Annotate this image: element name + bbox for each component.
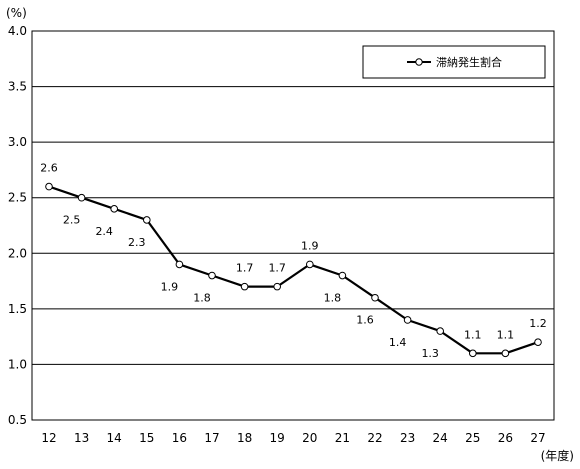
- data-label: 1.2: [529, 317, 547, 330]
- data-point: [110, 205, 118, 213]
- data-point: [436, 327, 445, 335]
- legend-marker: [415, 58, 423, 66]
- data-point: [175, 260, 184, 269]
- data-label: 1.1: [464, 328, 482, 341]
- y-tick-label: 0.5: [8, 413, 27, 427]
- y-tick-label: 1.0: [8, 357, 27, 371]
- y-tick-label: 3.5: [8, 80, 27, 94]
- data-point: [143, 216, 151, 224]
- plot-area: [31, 30, 555, 421]
- data-point: [208, 271, 216, 280]
- x-tick-label: 13: [74, 431, 89, 445]
- data-label: 1.8: [193, 292, 211, 305]
- data-point: [469, 349, 477, 358]
- data-label: 1.9: [161, 280, 179, 293]
- x-tick-label: 19: [270, 431, 285, 445]
- data-point: [371, 293, 379, 302]
- gridlines: [32, 86, 554, 365]
- x-tick-label: 27: [530, 431, 545, 445]
- legend: 滞納発生割合: [362, 45, 546, 79]
- x-tick-label: 23: [400, 431, 415, 445]
- data-label: 1.7: [236, 262, 254, 275]
- x-axis-title: (年度): [541, 448, 574, 463]
- data-label: 1.7: [268, 262, 286, 275]
- data-label: 2.4: [95, 225, 113, 238]
- legend-label: 滞納発生割合: [436, 55, 502, 69]
- y-tick-label: 2.5: [8, 191, 27, 205]
- y-tick-label: 4.0: [8, 24, 27, 38]
- data-label: 2.5: [63, 214, 81, 227]
- data-label: 2.3: [128, 236, 146, 249]
- data-label: 1.6: [356, 314, 374, 327]
- data-point: [77, 193, 86, 202]
- y-tick-label: 2.0: [8, 246, 27, 260]
- x-tick-label: 20: [302, 431, 317, 445]
- x-tick-label: 22: [367, 431, 382, 445]
- data-label: 2.6: [40, 162, 58, 175]
- data-point: [45, 182, 53, 191]
- x-tick-label: 18: [237, 431, 252, 445]
- x-axis-ticks: 12 13 14 15 16 17 18 19 20 21 22 23 24 25 26 27: [41, 431, 545, 445]
- x-tick-label: 15: [139, 431, 154, 445]
- x-tick-label: 14: [107, 431, 122, 445]
- y-tick-label: 1.5: [8, 302, 27, 316]
- data-label: 1.9: [301, 239, 319, 252]
- x-tick-label: 25: [465, 431, 480, 445]
- data-point: [534, 338, 542, 347]
- x-tick-label: 21: [335, 431, 350, 445]
- data-label: 1.1: [497, 328, 515, 341]
- data-point: [306, 260, 314, 269]
- y-unit-label: (%): [6, 6, 27, 20]
- data-point: [240, 282, 249, 291]
- legend-box: [362, 45, 546, 79]
- y-axis-ticks: 0.5 1.0 1.5 2.0 2.5 3.0 3.5 4.0: [8, 24, 27, 427]
- x-tick-label: 17: [204, 431, 219, 445]
- x-tick-label: 26: [498, 431, 513, 445]
- data-label: 1.4: [389, 336, 407, 349]
- data-label: 1.3: [421, 347, 439, 360]
- data-point: [338, 271, 347, 280]
- y-tick-label: 3.0: [8, 135, 27, 149]
- x-tick-label: 24: [433, 431, 448, 445]
- data-point: [501, 349, 510, 358]
- x-tick-label: 16: [172, 431, 187, 445]
- data-point: [403, 316, 412, 324]
- x-tick-label: 12: [41, 431, 56, 445]
- data-label: 1.8: [324, 292, 342, 305]
- data-point: [273, 282, 282, 291]
- series-group: 2.6 2.5 2.4 2.3 1.9 1.8 1.7 1.7 1.9 1.8 1.6 1.4 1.3 1…: [40, 162, 547, 360]
- series-line: [48, 185, 539, 355]
